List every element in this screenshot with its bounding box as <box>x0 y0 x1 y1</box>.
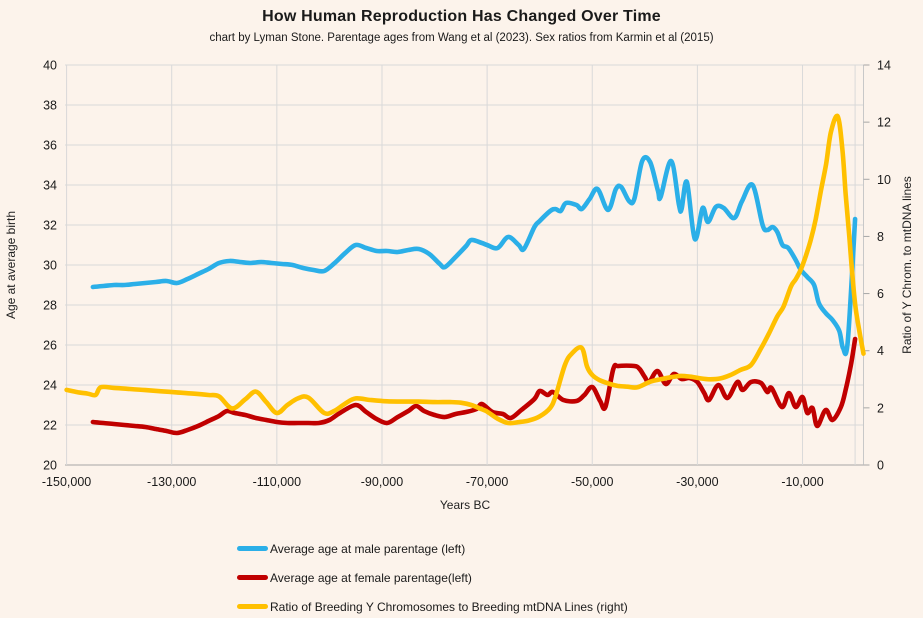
chart-title: How Human Reproduction Has Changed Over … <box>262 8 661 25</box>
y-left-tick-label: 22 <box>43 419 57 433</box>
y-left-tick-label: 26 <box>43 339 57 353</box>
y-left-tick-label: 20 <box>43 459 57 473</box>
x-axis-title: Years BC <box>439 498 491 512</box>
x-tick-label: -130,000 <box>147 475 196 489</box>
y-left-tick-label: 32 <box>43 219 57 233</box>
legend-item-y-mtdna-ratio: Ratio of Breeding Y Chromosomes to Breed… <box>237 598 628 615</box>
legend-swatch-y-mtdna-ratio <box>237 604 268 609</box>
y-right-tick-label: 4 <box>877 344 884 358</box>
legend-label: Average age at male parentage (left) <box>270 541 466 556</box>
series-line-male-parentage <box>90 154 858 357</box>
x-tick-label: -50,000 <box>571 475 613 489</box>
y-axis-title-left: Age at average birth <box>4 210 18 320</box>
legend-label: Ratio of Breeding Y Chromosomes to Breed… <box>270 599 628 614</box>
y-left-tick-label: 38 <box>43 99 57 113</box>
series-line-female-parentage <box>90 336 858 436</box>
x-tick-label: -150,000 <box>42 475 91 489</box>
y-left-tick-label: 40 <box>43 59 57 73</box>
legend-label: Average age at female parentage(left) <box>270 570 472 585</box>
x-tick-label: -10,000 <box>781 475 823 489</box>
series-line-y-mtdna-ratio <box>64 113 866 426</box>
x-tick-label: -90,000 <box>361 475 403 489</box>
x-tick-label: -110,000 <box>253 475 301 489</box>
y-right-tick-label: 10 <box>877 173 891 187</box>
chart-subtitle: chart by Lyman Stone. Parentage ages fro… <box>209 32 714 44</box>
y-right-tick-label: 6 <box>877 287 884 301</box>
y-right-tick-label: 2 <box>877 401 884 415</box>
y-right-tick-label: 8 <box>877 230 884 244</box>
y-axis-title-right: Ratio of Y Chrom. to mtDNA lines <box>900 176 914 354</box>
legend-item-female-parentage: Average age at female parentage(left) <box>237 569 628 586</box>
y-left-tick-label: 36 <box>43 139 57 153</box>
y-right-tick-label: 0 <box>877 459 884 473</box>
legend-swatch-female-parentage <box>237 575 268 580</box>
y-right-tick-label: 12 <box>877 116 891 130</box>
x-tick-label: -30,000 <box>676 475 718 489</box>
legend-swatch-male-parentage <box>237 546 268 551</box>
legend: Average age at male parentage (left) Ave… <box>237 540 628 618</box>
x-tick-label: -70,000 <box>466 475 508 489</box>
y-left-tick-label: 30 <box>43 259 57 273</box>
y-right-tick-label: 14 <box>877 59 891 73</box>
y-left-tick-label: 34 <box>43 179 57 193</box>
y-left-tick-label: 28 <box>43 299 57 313</box>
legend-item-male-parentage: Average age at male parentage (left) <box>237 540 628 557</box>
y-left-tick-label: 24 <box>43 379 57 393</box>
